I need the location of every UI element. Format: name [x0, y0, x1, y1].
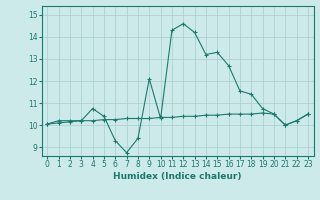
- X-axis label: Humidex (Indice chaleur): Humidex (Indice chaleur): [113, 172, 242, 181]
